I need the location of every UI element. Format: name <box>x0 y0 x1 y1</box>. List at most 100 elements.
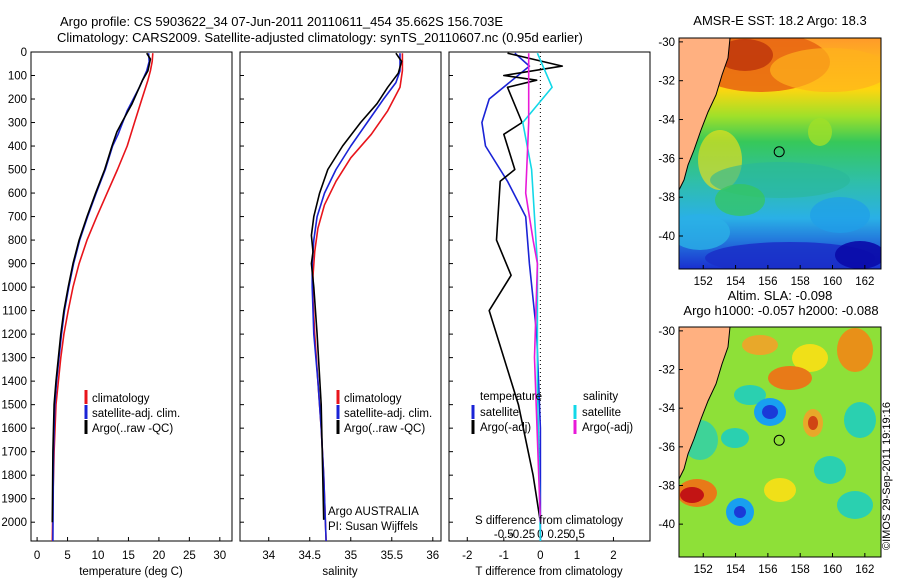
depth-tick-label: 1400 <box>1 376 27 388</box>
s-tick-label: 0.5 <box>569 529 585 541</box>
figure-title-line1: Argo profile: CS 5903622_34 07-Jun-2011 … <box>60 14 503 29</box>
depth-tick-label: 500 <box>8 165 27 177</box>
legend-label-t-satellite: satellite <box>480 407 519 419</box>
difference-plot: -2 -1 0 1 2-0.5-0.25 0 0.25 0.5 <box>462 52 617 562</box>
series-line <box>488 52 564 523</box>
lon-tick-label: 162 <box>855 564 874 576</box>
depth-tick-label: 900 <box>8 259 27 271</box>
lat-tick-label: -36 <box>658 153 675 165</box>
lon-tick-label: 158 <box>791 276 810 288</box>
sst-map-axes: -30 -32 -34 -36 -38 -40 152 154 156 158 160 162 <box>658 37 874 288</box>
legend-label-argo: Argo(..raw -QC) <box>92 423 173 435</box>
lat-tick-label: -30 <box>658 326 675 338</box>
salinity-legend: climatology satellite-adj. clim. Argo(..… <box>336 390 432 435</box>
lat-tick-label: -34 <box>658 115 675 127</box>
lon-tick-label: 156 <box>758 276 777 288</box>
lon-tick-label: 154 <box>726 564 746 576</box>
lat-tick-label: -32 <box>658 76 675 88</box>
depth-tick-label: 700 <box>8 212 27 224</box>
x-tick-label: -2 <box>462 550 472 562</box>
s-tick-label: 0.25 <box>547 529 569 541</box>
depth-tick-label: 0 <box>21 47 27 59</box>
x-tick-label: 15 <box>122 550 135 562</box>
lat-tick-label: -40 <box>658 231 675 243</box>
x-tick-label: 20 <box>153 550 166 562</box>
legend-label-climatology: climatology <box>344 393 402 405</box>
series-line <box>310 52 403 520</box>
legend-label-satellite: satellite-adj. clim. <box>344 408 432 420</box>
x-tick-label: 2 <box>610 550 616 562</box>
depth-tick-label: 1300 <box>1 353 27 365</box>
depth-tick-label: 1900 <box>1 494 27 506</box>
lat-tick-label: -30 <box>658 37 675 49</box>
depth-tick-label: 1000 <box>1 282 27 294</box>
argo-location-marker <box>773 434 785 446</box>
x-tick-label: 30 <box>213 550 226 562</box>
argo-location-marker <box>773 146 785 158</box>
difference-xlabel: T difference from climatology <box>475 566 622 578</box>
series-line <box>521 52 553 542</box>
lon-tick-label: 154 <box>726 276 746 288</box>
pi-annotation: PI: Susan Wijffels <box>328 521 418 533</box>
legend-header-temperature: temperature <box>480 391 542 403</box>
depth-tick-label: 1100 <box>2 306 27 318</box>
sla-map <box>679 327 881 557</box>
lat-tick-label: -32 <box>658 365 675 377</box>
lat-tick-label: -36 <box>658 442 675 454</box>
lon-tick-label: 160 <box>823 564 842 576</box>
sst-map <box>679 38 881 269</box>
s-tick-label: -0.25 <box>509 529 535 541</box>
x-tick-label: 1 <box>574 550 580 562</box>
legend-label-s-argo: Argo(-adj) <box>582 422 633 434</box>
lon-tick-label: 160 <box>823 276 842 288</box>
salinity-xlabel: salinity <box>322 566 357 578</box>
lon-tick-label: 152 <box>694 276 713 288</box>
temperature-plot: 0 5 10 15 20 25 30 <box>34 52 226 562</box>
legend-header-salinity: salinity <box>583 391 618 403</box>
depth-tick-label: 1500 <box>1 400 27 412</box>
x-tick-label: 5 <box>64 550 70 562</box>
salinity-panel <box>239 51 442 542</box>
sla-map-title: Altim. SLA: -0.098 <box>728 288 833 303</box>
x-tick-label: 34.5 <box>299 550 321 562</box>
x-tick-label: 35 <box>344 550 357 562</box>
x-tick-label: 25 <box>183 550 196 562</box>
legend-label-s-satellite: satellite <box>582 407 621 419</box>
lon-tick-label: 156 <box>758 564 777 576</box>
difference-legend: temperature salinity satellite Argo(-adj… <box>471 391 633 434</box>
x-tick-label: 34 <box>262 550 275 562</box>
legend-label-climatology: climatology <box>92 393 150 405</box>
lon-tick-label: 158 <box>791 564 810 576</box>
temperature-panel <box>30 51 233 542</box>
temperature-xlabel: temperature (deg C) <box>79 566 183 578</box>
depth-tick-label: 1700 <box>1 447 27 459</box>
lat-tick-label: -38 <box>658 480 675 492</box>
lon-tick-label: 152 <box>694 564 713 576</box>
depth-tick-label: 800 <box>8 235 27 247</box>
depth-tick-label: 100 <box>8 71 27 83</box>
depth-tick-label: 300 <box>8 118 27 130</box>
depth-tick-label: 1600 <box>1 423 27 435</box>
lat-tick-label: -34 <box>658 403 675 415</box>
depth-tick-label: 2000 <box>1 517 27 529</box>
s-tick-label: -0.5 <box>494 529 514 541</box>
legend-label-argo: Argo(..raw -QC) <box>344 423 425 435</box>
depth-tick-label: 400 <box>8 141 27 153</box>
x-tick-label: 0 <box>537 550 543 562</box>
sla-map-subtitle: Argo h1000: -0.057 h2000: -0.088 <box>683 303 878 318</box>
depth-tick-label: 200 <box>8 94 27 106</box>
lat-tick-label: -38 <box>658 192 675 204</box>
depth-axis: 0 100 200 300 400 500 600 700 800 900 1000 1100 1200… <box>1 47 453 529</box>
difference-panel <box>448 51 651 542</box>
depth-tick-label: 1800 <box>1 470 27 482</box>
program-annotation: Argo AUSTRALIA <box>328 506 419 518</box>
salinity-plot: 34 34.5 35 35.5 36 <box>262 52 439 562</box>
legend-label-satellite: satellite-adj. clim. <box>92 408 180 420</box>
credit-timestamp: ©IMOS 29-Sep-2011 19:19:16 <box>881 402 893 550</box>
sst-map-title: AMSR-E SST: 18.2 Argo: 18.3 <box>693 13 866 28</box>
series-line <box>51 53 154 542</box>
depth-tick-label: 1200 <box>1 329 27 341</box>
x-tick-label: 10 <box>92 550 105 562</box>
x-tick-label: 35.5 <box>381 550 403 562</box>
